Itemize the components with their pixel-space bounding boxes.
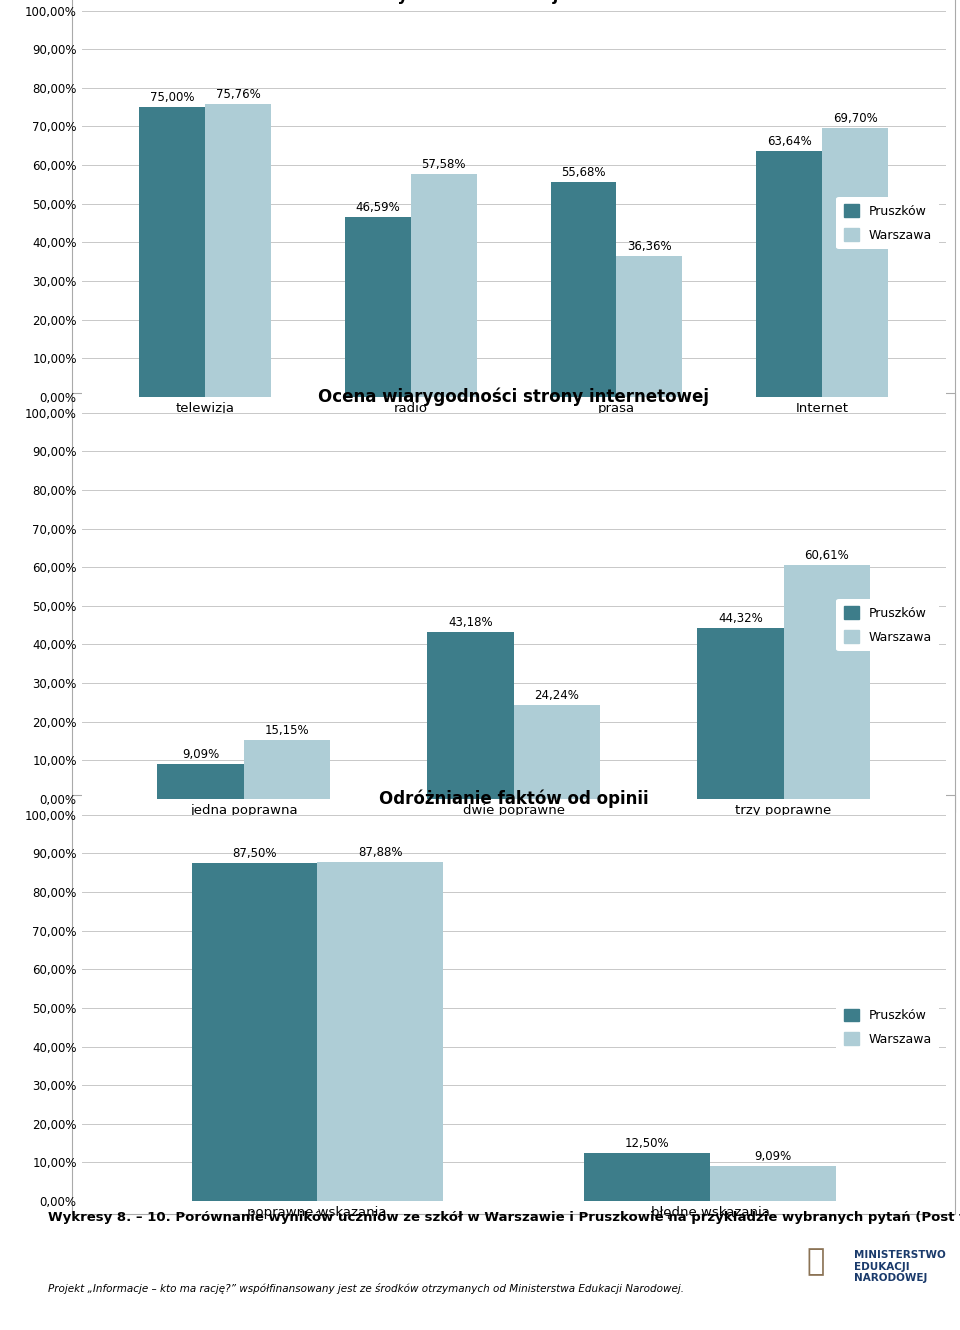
Text: Wykresy 8. – 10. Porównanie wyników uczniów ze szkół w Warszawie i Pruszkowie na: Wykresy 8. – 10. Porównanie wyników uczn…	[48, 1210, 960, 1224]
Bar	[157, 763, 244, 799]
Bar	[697, 628, 783, 799]
Text: 🦅: 🦅	[806, 1248, 825, 1277]
Text: 44,32%: 44,32%	[718, 612, 763, 625]
Text: 69,70%: 69,70%	[832, 112, 877, 125]
Bar	[756, 152, 822, 396]
Text: 24,24%: 24,24%	[535, 689, 579, 702]
Title: Wymienione rodzaje mediów: Wymienione rodzaje mediów	[379, 0, 648, 4]
Text: 75,76%: 75,76%	[216, 88, 260, 101]
Title: Ocena wiarygodności strony internetowej: Ocena wiarygodności strony internetowej	[318, 387, 709, 406]
Text: 36,36%: 36,36%	[627, 241, 672, 253]
Text: 57,58%: 57,58%	[421, 158, 466, 172]
Bar	[345, 217, 411, 396]
Text: 87,88%: 87,88%	[358, 846, 402, 859]
Bar	[192, 863, 317, 1201]
Bar	[427, 632, 514, 799]
Bar	[585, 1153, 710, 1201]
Text: 43,18%: 43,18%	[448, 616, 492, 629]
Legend: Pruszków, Warszawa: Pruszków, Warszawa	[836, 1001, 939, 1053]
Bar	[317, 862, 443, 1201]
Text: 87,50%: 87,50%	[232, 847, 276, 861]
Bar	[822, 128, 888, 396]
Bar	[783, 565, 870, 799]
Text: 9,09%: 9,09%	[181, 747, 219, 761]
Title: Odróżnianie faktów od opinii: Odróżnianie faktów od opinii	[379, 789, 648, 807]
Text: 63,64%: 63,64%	[767, 134, 811, 148]
Bar	[139, 108, 205, 396]
Text: 12,50%: 12,50%	[625, 1137, 669, 1149]
Bar	[710, 1166, 835, 1201]
Bar	[205, 104, 271, 396]
Text: Projekt „Informacje – kto ma rację?” współfinansowany jest ze środków otrzymanyc: Projekt „Informacje – kto ma rację?” wsp…	[48, 1283, 684, 1294]
Text: 15,15%: 15,15%	[265, 725, 309, 737]
Text: 60,61%: 60,61%	[804, 549, 850, 561]
Bar	[616, 257, 683, 396]
Bar	[411, 174, 476, 396]
Bar	[514, 705, 600, 799]
Text: 9,09%: 9,09%	[755, 1150, 791, 1162]
Bar	[244, 741, 330, 799]
Bar	[551, 182, 616, 396]
Text: 55,68%: 55,68%	[562, 166, 606, 178]
Text: MINISTERSTWO
EDUKACJI
NARODOWEJ: MINISTERSTWO EDUKACJI NARODOWEJ	[854, 1250, 947, 1283]
Legend: Pruszków, Warszawa: Pruszków, Warszawa	[836, 598, 939, 652]
Legend: Pruszków, Warszawa: Pruszków, Warszawa	[836, 197, 939, 249]
Text: 75,00%: 75,00%	[150, 90, 194, 104]
Text: 46,59%: 46,59%	[355, 201, 400, 214]
